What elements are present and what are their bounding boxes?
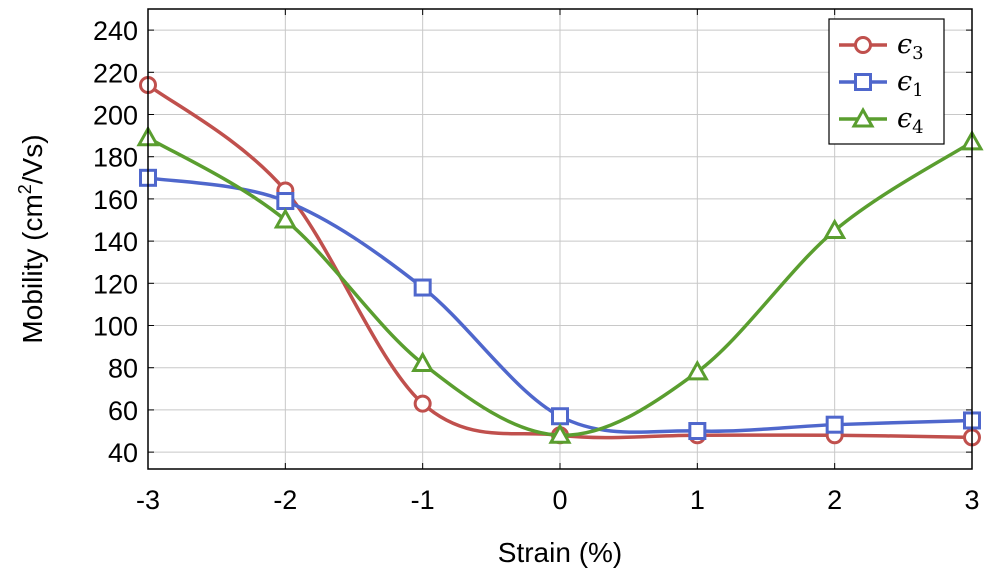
y-tick-label: 40 (108, 438, 138, 468)
y-tick-label: 180 (93, 143, 138, 173)
y-tick-label: 220 (93, 58, 138, 88)
y-tick-label: 60 (108, 396, 138, 426)
x-tick-label: 2 (827, 485, 842, 515)
y-tick-label: 120 (93, 269, 138, 299)
legend-entry: ϵ3 (839, 29, 924, 64)
y-tick-label: 240 (93, 16, 138, 46)
series-layer (136, 75, 984, 447)
legend-label: ϵ1 (897, 66, 924, 101)
legend-marker (851, 106, 875, 128)
y-axis-label-main: Mobility (cm (17, 194, 48, 343)
data-point (273, 207, 297, 229)
x-axis-label: Strain (%) (498, 537, 622, 568)
legend-marker (854, 36, 872, 54)
data-point (413, 278, 432, 297)
y-tick-label: 140 (93, 227, 138, 257)
data-point (685, 359, 709, 381)
tick-labels: -3 -2 -1 0 1 2 3 40 60 80 100 120 140 160 180 200 220 240 (93, 9, 980, 515)
legend-label: ϵ3 (897, 29, 924, 64)
legend-marker (854, 73, 872, 91)
y-tick-label: 80 (108, 354, 138, 384)
x-tick-label: -2 (273, 485, 297, 515)
legend-entry: ϵ1 (839, 66, 924, 101)
y-axis-label-tail: /Vs) (17, 134, 48, 184)
x-tick-label: 0 (552, 485, 567, 515)
legend-entry: ϵ4 (839, 103, 924, 138)
x-tick-label: 3 (964, 485, 979, 515)
data-point (548, 423, 572, 444)
y-tick-label: 160 (93, 185, 138, 215)
data-point (825, 415, 844, 434)
series-ϵ4 (136, 125, 984, 444)
data-point (551, 407, 569, 426)
x-tick-label: 1 (690, 485, 705, 515)
data-point (411, 351, 435, 372)
data-point (413, 394, 432, 413)
y-tick-label: 200 (93, 101, 138, 131)
data-point (823, 218, 847, 240)
legend-label: ϵ4 (897, 103, 924, 138)
x-tick-label: -3 (136, 485, 160, 515)
y-axis-label: Mobility (cm2/Vs) (15, 134, 48, 343)
y-tick-label: 100 (93, 312, 138, 342)
data-point (688, 422, 707, 441)
data-point (276, 192, 295, 211)
x-tick-label: -1 (411, 485, 435, 515)
y-axis-label-sup: 2 (15, 184, 35, 194)
